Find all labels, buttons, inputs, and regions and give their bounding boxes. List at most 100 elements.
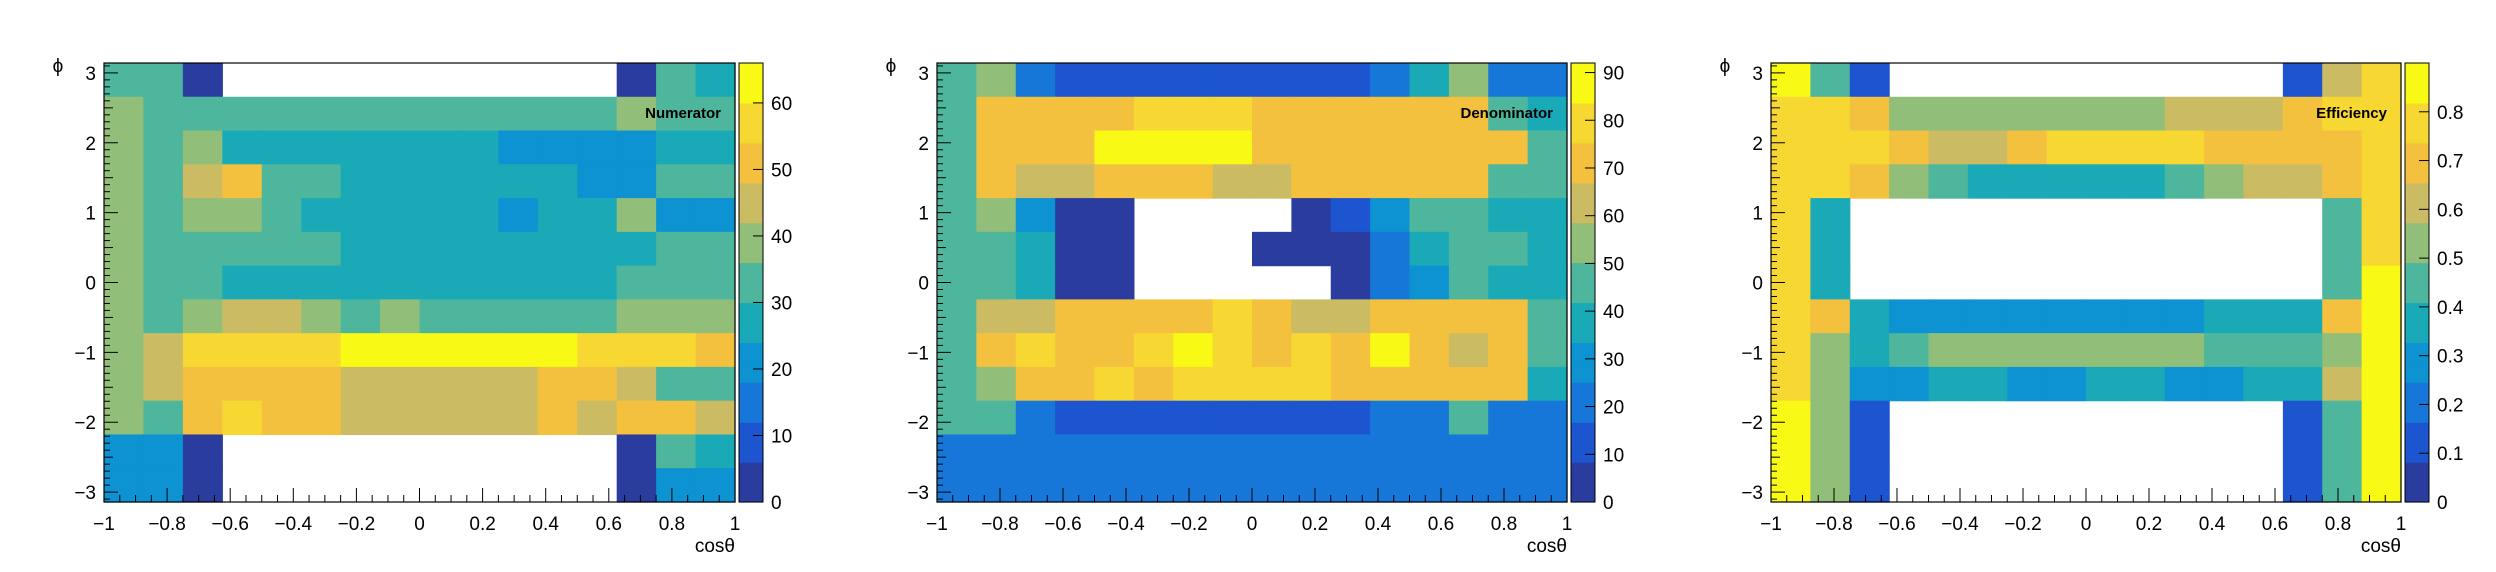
heatmap-cell xyxy=(1330,366,1371,402)
heatmap-cell xyxy=(1409,130,1450,165)
colorbar-swatch xyxy=(739,122,763,144)
heatmap-cell xyxy=(2322,164,2363,199)
heatmap-cell xyxy=(2046,333,2087,368)
x-tick-label: −1 xyxy=(93,514,115,535)
heatmap-cell xyxy=(301,366,342,402)
heatmap-cell xyxy=(2007,366,2048,402)
heatmap-cell xyxy=(458,96,499,132)
colorbar-tick-label: 0.6 xyxy=(2437,200,2463,221)
heatmap-cell xyxy=(616,265,657,300)
heatmap-cell xyxy=(1889,333,1930,368)
heatmap-cell xyxy=(616,96,657,132)
heatmap-cell xyxy=(1527,130,1568,165)
colorbar-tick-label: 0 xyxy=(771,493,782,514)
heatmap-cell xyxy=(104,333,145,368)
heatmap-cell xyxy=(537,231,578,267)
colorbar-frame xyxy=(2404,62,2430,503)
heatmap-cell xyxy=(1928,164,1969,199)
y-tick-label: 2 xyxy=(1752,134,1763,155)
heatmap-cell xyxy=(1771,434,1811,469)
heatmap-cell xyxy=(143,299,184,334)
colorbar-swatch xyxy=(1571,302,1595,323)
heatmap-cell xyxy=(498,265,539,300)
heatmap-cell xyxy=(1291,468,1332,503)
colorbar-swatch xyxy=(1571,282,1595,304)
heatmap-cell xyxy=(1212,366,1253,402)
heatmap-cell xyxy=(2046,299,2087,334)
y-tick-label: −1 xyxy=(74,343,96,364)
colorbar-tick-label: 0.1 xyxy=(2437,444,2463,465)
colorbar-tick-label: 50 xyxy=(771,160,792,181)
heatmap-cell xyxy=(1055,468,1096,503)
heatmap-cell xyxy=(976,265,1017,300)
heatmap-cell xyxy=(1094,333,1135,368)
colorbar-tick-label: 50 xyxy=(1603,254,1624,275)
heatmap-cell xyxy=(1252,366,1292,402)
x-tick-label: 0 xyxy=(414,514,425,535)
heatmap-cell xyxy=(1133,366,1174,402)
heatmap-cell xyxy=(301,198,342,233)
heatmap-cell xyxy=(1889,299,1930,334)
heatmap-cell xyxy=(1330,299,1371,334)
heatmap-cell xyxy=(695,231,736,267)
heatmap-cell xyxy=(2007,333,2048,368)
heatmap-cell xyxy=(1527,366,1568,402)
heatmap-cell xyxy=(1015,63,1056,98)
heatmap-cell xyxy=(1252,434,1292,469)
heatmap-cell xyxy=(1810,333,1851,368)
heatmap-cell xyxy=(577,231,618,267)
heatmap-cell xyxy=(1448,63,1489,98)
heatmap-cell xyxy=(1133,130,1174,165)
heatmap-cell xyxy=(2086,96,2126,132)
heatmap-cell xyxy=(182,231,223,267)
heatmap-cell xyxy=(1448,265,1489,300)
heatmap-cell xyxy=(2086,366,2126,402)
heatmap-cell xyxy=(1527,400,1568,436)
heatmap-cell xyxy=(1771,468,1811,503)
heatmap-cell xyxy=(1370,130,1411,165)
heatmap-cell xyxy=(2164,164,2205,199)
heatmap-cell xyxy=(577,400,618,436)
colorbar-swatch xyxy=(1571,202,1595,224)
heatmap-cell xyxy=(301,400,342,436)
heatmap-cell xyxy=(222,400,263,436)
heatmap-cell xyxy=(1291,434,1332,469)
heatmap-cell xyxy=(937,198,977,233)
colorbar-swatch xyxy=(1571,102,1595,124)
colorbar-swatch xyxy=(739,202,763,224)
heatmap-cell xyxy=(1370,434,1411,469)
heatmap-cell xyxy=(1488,130,1529,165)
heatmap-cell xyxy=(261,96,302,132)
heatmap-cell xyxy=(143,333,184,368)
heatmap-cell xyxy=(1015,130,1056,165)
heatmap-cell xyxy=(1330,198,1371,233)
heatmap-cell xyxy=(1173,96,1214,132)
heatmap-cell xyxy=(1094,468,1135,503)
heatmap-cell xyxy=(1015,231,1056,267)
heatmap-cell xyxy=(143,164,184,199)
heatmap-cell xyxy=(1055,63,1096,98)
heatmap-cell xyxy=(976,468,1017,503)
heatmap-cell xyxy=(1771,164,1811,199)
colorbar-swatch xyxy=(1571,122,1595,144)
colorbar-tick-label: 0.2 xyxy=(2437,395,2463,416)
heatmap-cell xyxy=(104,434,145,469)
heatmap-cell xyxy=(182,468,223,503)
y-tick-label: −2 xyxy=(1741,413,1763,434)
heatmap-cell xyxy=(2046,164,2087,199)
heatmap-cell xyxy=(2361,198,2402,233)
heatmap-cell xyxy=(1810,468,1851,503)
heatmap-cell xyxy=(340,198,381,233)
heatmap-cell xyxy=(577,164,618,199)
heatmap-cell xyxy=(1094,96,1135,132)
heatmap-cell xyxy=(182,164,223,199)
heatmap-cell xyxy=(2204,96,2245,132)
x-tick-label: 1 xyxy=(730,514,741,535)
heatmap-cell xyxy=(261,366,302,402)
heatmap-cell xyxy=(937,164,977,199)
heatmap-cell xyxy=(380,198,421,233)
colorbar-swatch xyxy=(1571,222,1595,244)
heatmap-cell xyxy=(419,130,460,165)
heatmap-cell xyxy=(1849,63,1890,98)
heatmap-cell xyxy=(380,333,421,368)
